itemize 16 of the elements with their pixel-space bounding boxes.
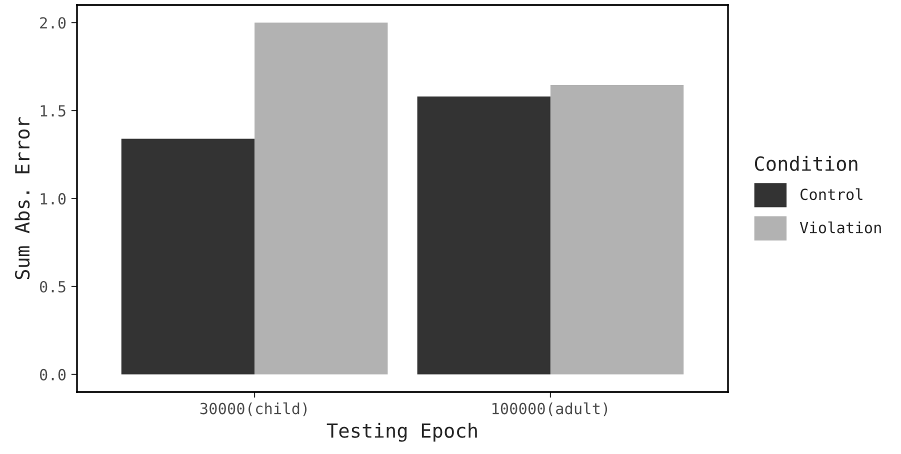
bar [121,138,255,374]
legend-title: Condition [754,156,858,171]
bar [417,96,550,374]
legend-label: Control [800,188,862,200]
bar [550,85,684,374]
y-tick-label: 1.5 [40,105,66,117]
x-tick-label: 100000(adult) [492,402,608,416]
x-tick-label: 30000(child) [200,402,307,416]
y-tick-label: 2.0 [40,17,66,29]
x-axis-title: Testing Epoch [326,422,477,442]
legend-label: Violation [800,221,881,234]
y-axis-title: Sum Abs. Error [14,117,30,280]
y-tick-label: 0.5 [40,280,66,293]
bar [254,22,388,374]
y-tick-label: 0.0 [40,368,66,380]
y-tick-label: 1.0 [40,193,66,205]
